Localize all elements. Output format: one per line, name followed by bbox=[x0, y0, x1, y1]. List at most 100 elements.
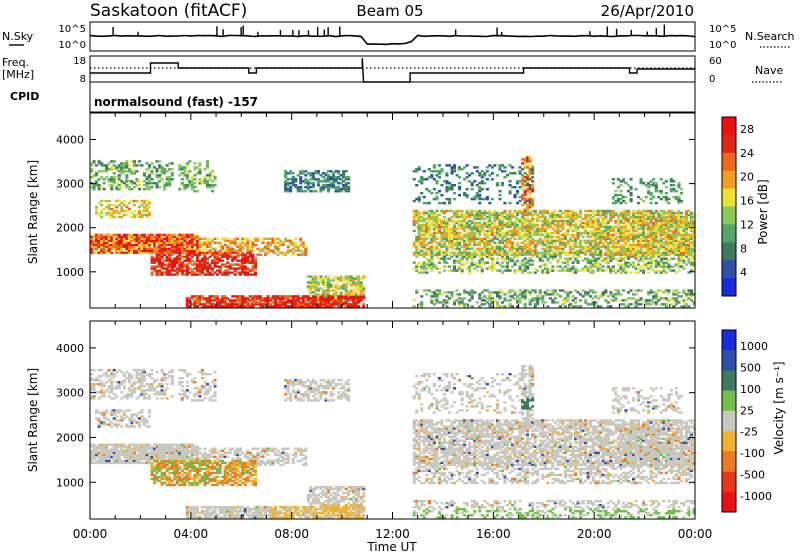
power-cell bbox=[596, 247, 600, 250]
power-cell bbox=[185, 303, 189, 306]
power-cell bbox=[634, 301, 638, 304]
power-cell bbox=[526, 199, 530, 203]
power-cell bbox=[246, 249, 250, 252]
power-cell bbox=[458, 243, 462, 246]
power-cell bbox=[437, 201, 441, 205]
power-cell bbox=[276, 249, 280, 252]
power-cell bbox=[460, 215, 464, 219]
power-cell bbox=[216, 255, 220, 258]
power-cell bbox=[566, 259, 570, 262]
power-cell bbox=[478, 221, 482, 225]
power-cell bbox=[566, 233, 570, 237]
power-cell bbox=[649, 245, 653, 248]
power-cell bbox=[213, 303, 217, 306]
power-cell bbox=[115, 247, 119, 250]
power-cell bbox=[329, 170, 333, 173]
power-cell bbox=[415, 225, 419, 229]
power-cell bbox=[473, 213, 477, 217]
power-cell bbox=[455, 289, 459, 292]
power-cell bbox=[289, 188, 293, 191]
power-cell bbox=[649, 237, 653, 240]
power-cell bbox=[541, 227, 545, 231]
power-cell bbox=[490, 237, 494, 240]
power-cell bbox=[473, 263, 477, 266]
power-cell bbox=[148, 249, 152, 252]
power-cell bbox=[294, 180, 298, 183]
power-cell bbox=[659, 178, 663, 181]
power-cell bbox=[463, 297, 467, 300]
power-cell bbox=[284, 180, 288, 183]
power-cell bbox=[362, 305, 366, 308]
power-cell bbox=[591, 235, 595, 238]
power-cell bbox=[647, 267, 651, 270]
power-cell bbox=[513, 209, 517, 213]
power-cell bbox=[251, 297, 255, 300]
power-cell bbox=[158, 271, 162, 274]
power-cell bbox=[122, 209, 126, 213]
power-cell bbox=[203, 180, 207, 183]
power-cell bbox=[546, 289, 550, 292]
power-cell bbox=[644, 301, 648, 304]
power-cell bbox=[145, 168, 149, 171]
power-cell bbox=[548, 225, 552, 229]
power-cell bbox=[463, 303, 467, 306]
power-cell bbox=[448, 241, 452, 244]
power-cell bbox=[198, 295, 202, 298]
power-cell bbox=[480, 217, 484, 221]
power-cell bbox=[523, 213, 527, 217]
power-cell bbox=[332, 285, 336, 288]
power-cell bbox=[140, 215, 144, 219]
power-cell bbox=[526, 247, 530, 250]
power-cell bbox=[543, 211, 547, 215]
power-cell bbox=[339, 291, 343, 294]
power-cell bbox=[566, 295, 570, 298]
power-cell bbox=[430, 170, 434, 173]
power-cell bbox=[513, 231, 517, 235]
power-cell bbox=[185, 249, 189, 252]
power-cell bbox=[566, 231, 570, 235]
power-cell bbox=[437, 267, 441, 270]
power-cell bbox=[236, 303, 240, 306]
power-cell bbox=[115, 211, 119, 215]
power-cell bbox=[332, 178, 336, 181]
power-cell bbox=[518, 269, 522, 272]
power-cell bbox=[455, 209, 459, 213]
power-cell bbox=[480, 223, 484, 227]
power-cell bbox=[561, 227, 565, 231]
nsky-right-tick-bottom: 10^0 bbox=[709, 40, 736, 51]
power-cell bbox=[528, 156, 532, 159]
power-cell bbox=[216, 241, 220, 244]
power-cell bbox=[624, 195, 628, 199]
power-cell bbox=[190, 182, 194, 185]
power-cell bbox=[657, 227, 661, 231]
power-cell bbox=[523, 297, 527, 300]
power-cell bbox=[221, 245, 225, 248]
power-cell bbox=[654, 223, 658, 227]
power-cell bbox=[556, 227, 560, 231]
power-cell bbox=[632, 229, 636, 233]
power-cell bbox=[185, 269, 189, 272]
power-cell bbox=[488, 201, 492, 205]
power-cell bbox=[228, 305, 232, 308]
power-cell bbox=[163, 271, 167, 274]
power-cell bbox=[107, 233, 111, 237]
power-cell bbox=[465, 221, 469, 225]
power-cell bbox=[453, 170, 457, 173]
power-cell bbox=[231, 263, 235, 266]
power-cell bbox=[122, 213, 126, 217]
power-cell bbox=[591, 301, 595, 304]
power-cell bbox=[435, 301, 439, 304]
power-cell bbox=[92, 162, 96, 165]
power-cell bbox=[536, 255, 540, 258]
power-cell bbox=[304, 245, 308, 248]
power-cell bbox=[619, 299, 623, 302]
power-cell bbox=[518, 225, 522, 229]
power-cell bbox=[344, 291, 348, 294]
power-cell bbox=[659, 219, 663, 223]
power-cell bbox=[163, 249, 167, 252]
power-cell bbox=[261, 241, 265, 244]
power-cell bbox=[455, 227, 459, 231]
power-cell bbox=[488, 225, 492, 229]
power-cell bbox=[503, 253, 507, 256]
power-cell bbox=[425, 261, 429, 264]
